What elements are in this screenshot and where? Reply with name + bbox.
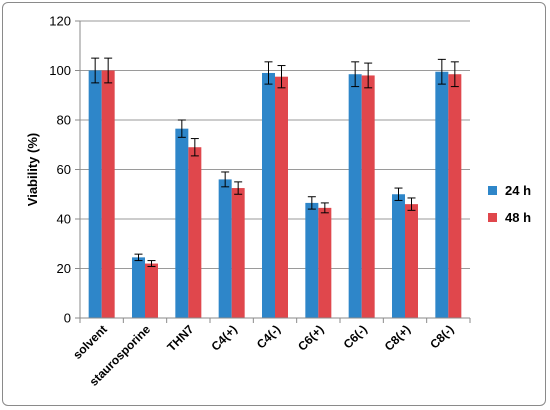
bar xyxy=(361,75,375,318)
legend: 24 h 48 h xyxy=(488,183,531,225)
y-tick-label: 60 xyxy=(57,162,71,177)
legend-swatch xyxy=(488,186,497,195)
legend-swatch xyxy=(488,213,497,222)
x-tick-label: C8(+) xyxy=(382,322,413,353)
bar xyxy=(405,204,418,318)
bar xyxy=(305,202,319,318)
y-axis-label: Viability (%) xyxy=(25,133,40,206)
y-tick-label: 100 xyxy=(49,63,71,78)
x-tick-label: C4(-) xyxy=(254,322,283,351)
bar xyxy=(145,263,158,318)
legend-label: 48 h xyxy=(505,210,531,225)
x-tick-label: THN7 xyxy=(164,322,196,354)
y-tick-label: 80 xyxy=(57,113,71,128)
bar xyxy=(88,70,102,318)
bar xyxy=(218,179,232,318)
bar-layer xyxy=(88,57,462,319)
y-tick-label: 40 xyxy=(57,212,71,227)
legend-label: 24 h xyxy=(505,183,531,198)
x-tick-label: solvent xyxy=(70,322,110,362)
bar xyxy=(348,74,362,319)
bar xyxy=(448,74,462,319)
x-tick-label: C4(+) xyxy=(208,322,239,353)
bar xyxy=(392,194,405,318)
bar xyxy=(275,76,288,318)
x-tick-label: C8(-) xyxy=(427,322,456,351)
bar xyxy=(188,147,202,318)
y-tick-label: 20 xyxy=(57,261,71,276)
y-tick-label: 120 xyxy=(49,14,71,29)
bar xyxy=(132,257,145,318)
bar xyxy=(231,188,245,318)
x-tick-label: C6(+) xyxy=(295,322,326,353)
bar xyxy=(101,70,115,318)
bar xyxy=(262,72,275,318)
y-tick-label: 0 xyxy=(64,311,71,326)
bar xyxy=(175,128,189,318)
bar xyxy=(435,71,449,318)
x-tick-label: C6(-) xyxy=(341,322,370,351)
bar xyxy=(318,207,332,318)
